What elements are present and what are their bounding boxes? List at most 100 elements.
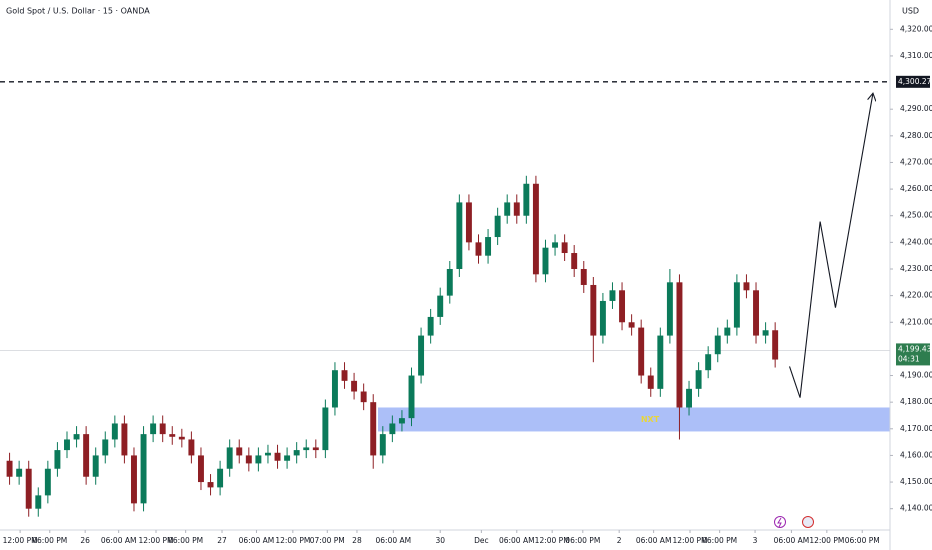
x-tick-label: 06:00 PM: [168, 536, 203, 545]
candle-body: [64, 439, 70, 451]
x-tick-label: 12:00 PM: [809, 536, 844, 545]
candle-body: [523, 183, 530, 216]
price-line-label: 4,300.278: [898, 77, 932, 86]
last-price-badge: [896, 343, 930, 366]
y-tick-label: 4,240.000: [900, 237, 932, 246]
candle-body: [446, 268, 453, 296]
candle-body: [676, 282, 683, 408]
candle-body: [121, 423, 128, 456]
candle-body: [284, 455, 291, 461]
last-price-label: 4,199.430: [898, 344, 932, 353]
candle-body: [686, 388, 692, 408]
candle-body: [379, 434, 386, 456]
candle-body: [92, 455, 99, 477]
y-tick-label: 4,270.000: [900, 157, 932, 166]
y-tick-label: 4,220.000: [900, 291, 932, 300]
candle-body: [169, 434, 176, 437]
x-tick-label: 12:00 PM: [275, 536, 310, 545]
y-tick-label: 4,230.000: [900, 264, 932, 273]
candle-body: [236, 447, 243, 456]
candle-body: [571, 253, 578, 269]
x-tick-label: 06:00 AM: [376, 536, 412, 545]
candle-body: [513, 202, 520, 216]
y-tick-label: 4,260.000: [900, 184, 932, 193]
candle-body: [198, 455, 204, 483]
x-tick-label: 12:00 PM: [672, 536, 707, 545]
candle-body: [322, 407, 329, 451]
x-tick-label: Dec: [474, 536, 489, 545]
candle-body: [35, 495, 42, 509]
zone-label: NXT: [641, 415, 660, 424]
zone: [378, 407, 890, 432]
y-tick-label: 4,210.000: [900, 317, 932, 326]
candle-body: [293, 450, 300, 456]
chart-title: Gold Spot / U.S. Dollar · 15 · OANDA: [6, 7, 150, 16]
x-tick-label: 06:00 AM: [499, 536, 535, 545]
candle-body: [753, 290, 759, 336]
candle-body: [159, 423, 166, 435]
candle-body: [370, 402, 377, 456]
candle-body: [552, 242, 559, 248]
candle-body: [666, 282, 673, 336]
candle-body: [475, 242, 482, 256]
x-tick-label: 26: [80, 536, 90, 545]
candle-body: [274, 452, 281, 461]
plot-area: NXT: [0, 81, 890, 517]
candle-body: [724, 327, 731, 336]
candle-body: [245, 455, 252, 464]
candle-body: [580, 268, 587, 285]
candle-body: [6, 460, 13, 477]
candle-body: [207, 482, 214, 488]
candle-body: [188, 439, 195, 456]
y-tick-label: 4,250.000: [900, 211, 932, 220]
candle-body: [418, 335, 425, 376]
candle-body: [657, 335, 664, 389]
candle-body: [647, 375, 654, 389]
candle-body: [217, 468, 224, 488]
candle-body: [714, 335, 721, 355]
projection-line: [788, 94, 873, 398]
candle-body: [255, 455, 262, 464]
y-tick-label: 4,310.000: [900, 51, 932, 60]
price-line-badge: [896, 75, 930, 88]
candle-body: [590, 284, 597, 336]
candle-body: [102, 439, 109, 456]
event-icon: [802, 516, 814, 528]
candle-body: [351, 380, 358, 392]
candle-body: [532, 183, 539, 275]
candle-body: [733, 282, 740, 328]
candle-body: [542, 247, 549, 275]
x-tick-label: 06:00 PM: [565, 536, 600, 545]
candle-body: [140, 434, 147, 504]
y-tick-label: 4,180.000: [900, 397, 932, 406]
countdown-label: 04:31: [898, 354, 920, 363]
x-tick-label: 12:00 PM: [138, 536, 173, 545]
candle-body: [178, 436, 185, 440]
candle-body: [494, 215, 501, 238]
candle-body: [73, 434, 80, 440]
y-tick-label: 4,170.000: [900, 424, 932, 433]
x-tick-label: 06:00 AM: [239, 536, 275, 545]
candle-body: [341, 370, 348, 381]
event-icon: [777, 517, 782, 528]
x-tick-label: 30: [435, 536, 445, 545]
candle-body: [695, 370, 702, 389]
candle-body: [131, 455, 137, 504]
candle-body: [437, 295, 444, 317]
candle-body: [628, 322, 635, 328]
candle-body: [25, 468, 32, 509]
candle-body: [427, 316, 434, 336]
candle-body: [762, 330, 769, 336]
candle-body: [44, 468, 51, 496]
x-tick-label: 06:00 PM: [32, 536, 67, 545]
candle-body: [638, 327, 645, 376]
candle-body: [743, 282, 750, 291]
candle-body: [561, 242, 568, 254]
candle-body: [360, 391, 367, 403]
currency-label: USD: [902, 7, 919, 16]
y-tick-label: 4,140.000: [900, 504, 932, 513]
x-tick-label: 3: [753, 536, 758, 545]
candle-body: [408, 375, 415, 419]
